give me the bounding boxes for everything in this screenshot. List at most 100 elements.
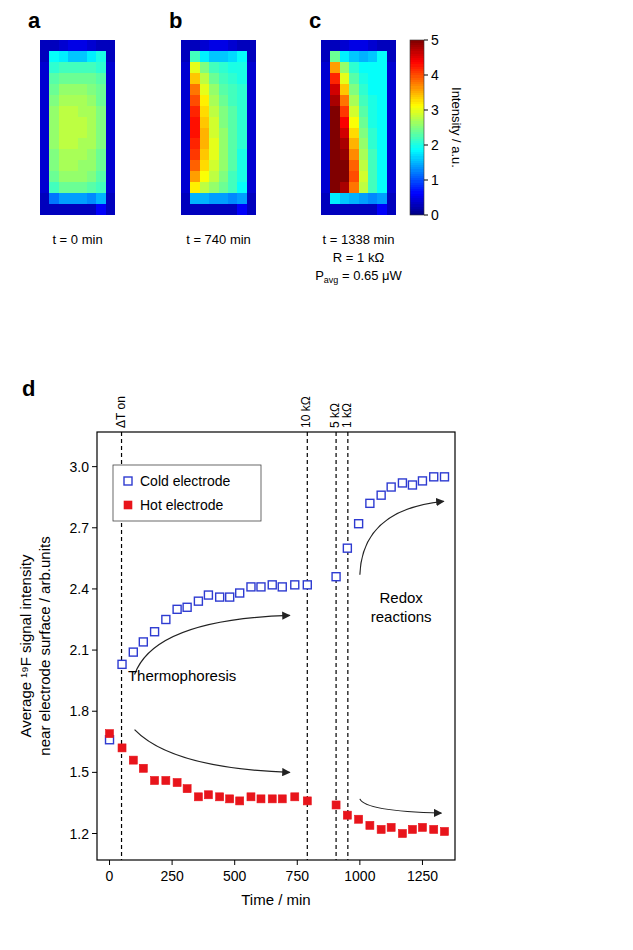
data-point	[226, 593, 234, 601]
heatmap-cell	[359, 128, 369, 139]
heatmap-cell	[40, 73, 50, 84]
heatmap-cell	[349, 84, 359, 95]
heatmap-cell	[387, 204, 397, 215]
heatmap-cell	[377, 171, 387, 182]
data-point	[162, 616, 170, 624]
heatmap-cell	[219, 73, 229, 84]
x-tick	[422, 860, 423, 865]
colorbar-tick	[424, 215, 428, 216]
heatmap-cell	[96, 182, 106, 193]
legend-label: Hot electrode	[140, 497, 223, 513]
heatmap-cell	[247, 40, 257, 51]
heatmap-cell	[228, 149, 238, 160]
data-point	[408, 481, 416, 489]
heatmap-cell	[228, 182, 238, 193]
heatmap-cell	[181, 171, 191, 182]
x-tick-label: 250	[160, 868, 184, 884]
data-point	[355, 815, 363, 823]
x-tick-label: 500	[223, 868, 247, 884]
heatmap-cell	[237, 149, 247, 160]
heatmap-cell	[387, 193, 397, 204]
heatmap-cell	[340, 95, 350, 106]
data-point	[236, 589, 244, 597]
heatmap-cell	[368, 40, 378, 51]
heatmap-cell	[209, 73, 219, 84]
colorbar-frame	[410, 40, 424, 215]
data-point	[408, 825, 416, 833]
heatmap-cell	[200, 138, 210, 149]
heatmap-cell	[387, 182, 397, 193]
heatmap-cell	[359, 95, 369, 106]
data-point	[204, 591, 212, 599]
heatmap-cell	[190, 40, 200, 51]
heatmap-cell	[96, 117, 106, 128]
heatmap-cell	[247, 182, 257, 193]
heatmap-cell	[219, 62, 229, 73]
heatmap-cell	[340, 193, 350, 204]
chart-d: d0250500750100012501.21.51.82.12.42.73.0…	[17, 376, 455, 908]
heatmap-cell	[78, 40, 88, 51]
data-point	[183, 785, 191, 793]
heatmap-cell	[359, 138, 369, 149]
heatmap-cell	[368, 193, 378, 204]
heatmap-cell	[40, 204, 50, 215]
colorbar-tick	[424, 110, 428, 111]
heatmap-cell	[59, 193, 69, 204]
heatmap-cell	[377, 51, 387, 62]
data-point	[291, 793, 299, 801]
heatmap-cell	[387, 40, 397, 51]
data-point	[236, 797, 244, 805]
heatmap-cell	[40, 193, 50, 204]
heatmap-cell	[78, 95, 88, 106]
data-point	[278, 583, 286, 591]
heatmap-cell	[237, 193, 247, 204]
heatmap-cell	[87, 51, 97, 62]
heatmap-cell	[190, 182, 200, 193]
data-point	[194, 597, 202, 605]
data-point	[139, 638, 147, 646]
heatmap-cell	[387, 95, 397, 106]
heatmap-cell	[368, 149, 378, 160]
heatmap-cell	[78, 117, 88, 128]
heatmap-cell	[237, 182, 247, 193]
heatmap-cell	[368, 73, 378, 84]
data-point	[398, 479, 406, 487]
data-point	[139, 764, 147, 772]
heatmap-cell	[368, 51, 378, 62]
data-point	[151, 628, 159, 636]
heatmap-cell	[340, 106, 350, 117]
heatmap-cell	[228, 62, 238, 73]
heatmap-cell	[330, 160, 340, 171]
heatmap-cell	[349, 182, 359, 193]
heatmap-cell	[340, 73, 350, 84]
y-tick-label: 2.7	[70, 520, 90, 536]
heatmap-cell	[237, 160, 247, 171]
heatmap-cell	[68, 149, 78, 160]
heatmap-cell	[190, 62, 200, 73]
heatmap-cell	[209, 160, 219, 171]
heatmap-cell	[340, 138, 350, 149]
heatmap-cell	[349, 51, 359, 62]
heatmap-cell	[200, 40, 210, 51]
x-axis-title: Time / min	[241, 891, 310, 908]
heatmap-cell	[228, 160, 238, 171]
data-point	[418, 823, 426, 831]
heatmap-cell	[96, 84, 106, 95]
heatmap-cell	[247, 106, 257, 117]
heatmap-cell	[377, 160, 387, 171]
heatmap-cell	[68, 73, 78, 84]
heatmap-cell	[237, 106, 247, 117]
heatmap-cell	[237, 138, 247, 149]
data-point	[291, 581, 299, 589]
heatmap-cell	[377, 138, 387, 149]
x-tick-label: 1250	[407, 868, 438, 884]
heatmap-cell	[59, 106, 69, 117]
heatmap-cell	[181, 106, 191, 117]
heatmap-cell	[368, 95, 378, 106]
heatmap-cell	[68, 40, 78, 51]
heatmap-cell	[209, 51, 219, 62]
heatmap-cell	[219, 40, 229, 51]
heatmap-cell	[40, 84, 50, 95]
heatmap-cell	[387, 171, 397, 182]
heatmap-cell	[106, 73, 116, 84]
